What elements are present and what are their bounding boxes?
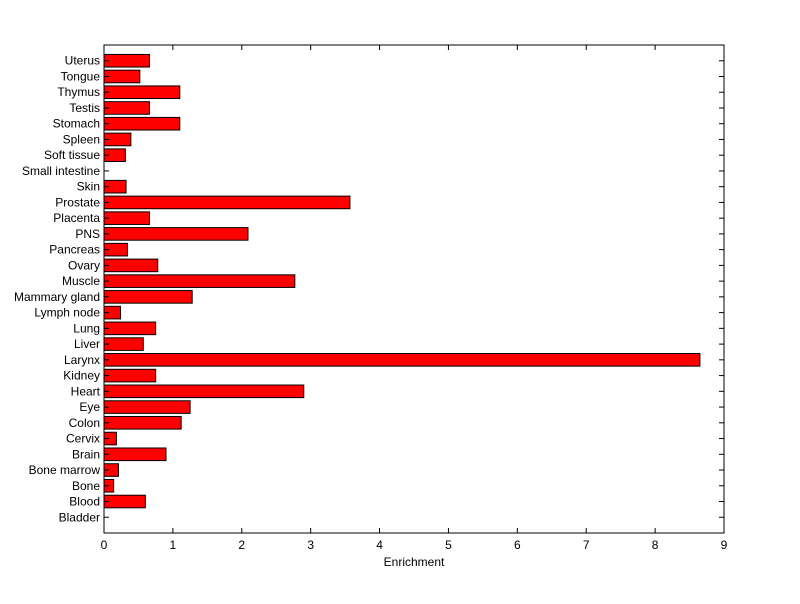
bar-larynx (103, 353, 701, 367)
bar-brain (103, 447, 167, 462)
y-tick-label: Bladder (59, 510, 100, 524)
y-tick-label: Kidney (63, 369, 100, 383)
x-tick-label: 4 (376, 538, 383, 552)
bar-colon (103, 416, 182, 430)
x-tick-label: 8 (652, 538, 659, 552)
x-axis-label: Enrichment (384, 555, 445, 569)
y-tick-label: Ovary (68, 258, 100, 272)
x-tick-label: 1 (170, 538, 177, 552)
y-tick-label: Stomach (53, 117, 100, 131)
y-tick-label: Uterus (65, 54, 100, 68)
bar-liver (103, 337, 144, 351)
bar-lung (103, 321, 157, 336)
y-tick-label: Mammary gland (14, 290, 100, 304)
bar-eye (103, 400, 191, 414)
y-tick-label: Muscle (62, 274, 100, 288)
bar-kidney (103, 368, 157, 383)
y-tick-label: Bone (72, 479, 100, 493)
bar-placenta (103, 211, 150, 225)
y-tick-label: Larynx (64, 353, 100, 367)
y-tick-label: Pancreas (49, 243, 100, 257)
y-tick-label: PNS (75, 227, 100, 241)
y-tick-label: Liver (74, 337, 100, 351)
y-tick-label: Lymph node (34, 306, 100, 320)
y-tick-label: Lung (73, 321, 100, 335)
bar-ovary (103, 258, 159, 273)
y-tick-label: Cervix (66, 432, 100, 446)
x-tick-label: 7 (583, 538, 590, 552)
x-tick-label: 0 (101, 538, 108, 552)
y-tick-label: Placenta (53, 211, 100, 225)
bar-stomach (103, 116, 181, 131)
y-tick-label: Soft tissue (44, 148, 100, 162)
y-tick-label: Brain (72, 447, 100, 461)
bar-mammary-gland (103, 290, 193, 304)
y-tick-label: Heart (71, 384, 101, 398)
bar-muscle (103, 274, 296, 288)
plot-area-frame (103, 44, 725, 534)
y-tick-label: Testis (69, 101, 100, 115)
x-tick-label: 3 (307, 538, 314, 552)
x-tick-label: 6 (514, 538, 521, 552)
x-tick-label: 9 (721, 538, 728, 552)
y-tick-label: Thymus (57, 85, 100, 99)
bar-heart (103, 384, 305, 399)
bar-testis (103, 101, 150, 115)
bar-pns (103, 227, 249, 241)
bar-blood (103, 494, 146, 509)
bar-thymus (103, 85, 181, 100)
bar-prostate (103, 195, 351, 210)
x-tick-label: 2 (238, 538, 245, 552)
bars-group (103, 53, 701, 509)
y-tick-label: Bone marrow (29, 463, 101, 477)
y-tick-label: Skin (77, 180, 100, 194)
bar-uterus (103, 53, 150, 68)
x-ticks-group: 0 1 2 3 4 5 6 7 8 9 (101, 45, 728, 552)
y-tick-label: Spleen (63, 132, 100, 146)
x-tick-label: 5 (445, 538, 452, 552)
y-tick-label: Colon (69, 416, 100, 430)
bar-tongue (103, 69, 141, 84)
y-tick-label: Small intestine (22, 164, 100, 178)
y-tick-label: Prostate (55, 195, 100, 209)
y-tick-label: Tongue (61, 69, 101, 83)
y-tick-label: Blood (69, 495, 100, 509)
y-tick-label: Eye (79, 400, 100, 414)
